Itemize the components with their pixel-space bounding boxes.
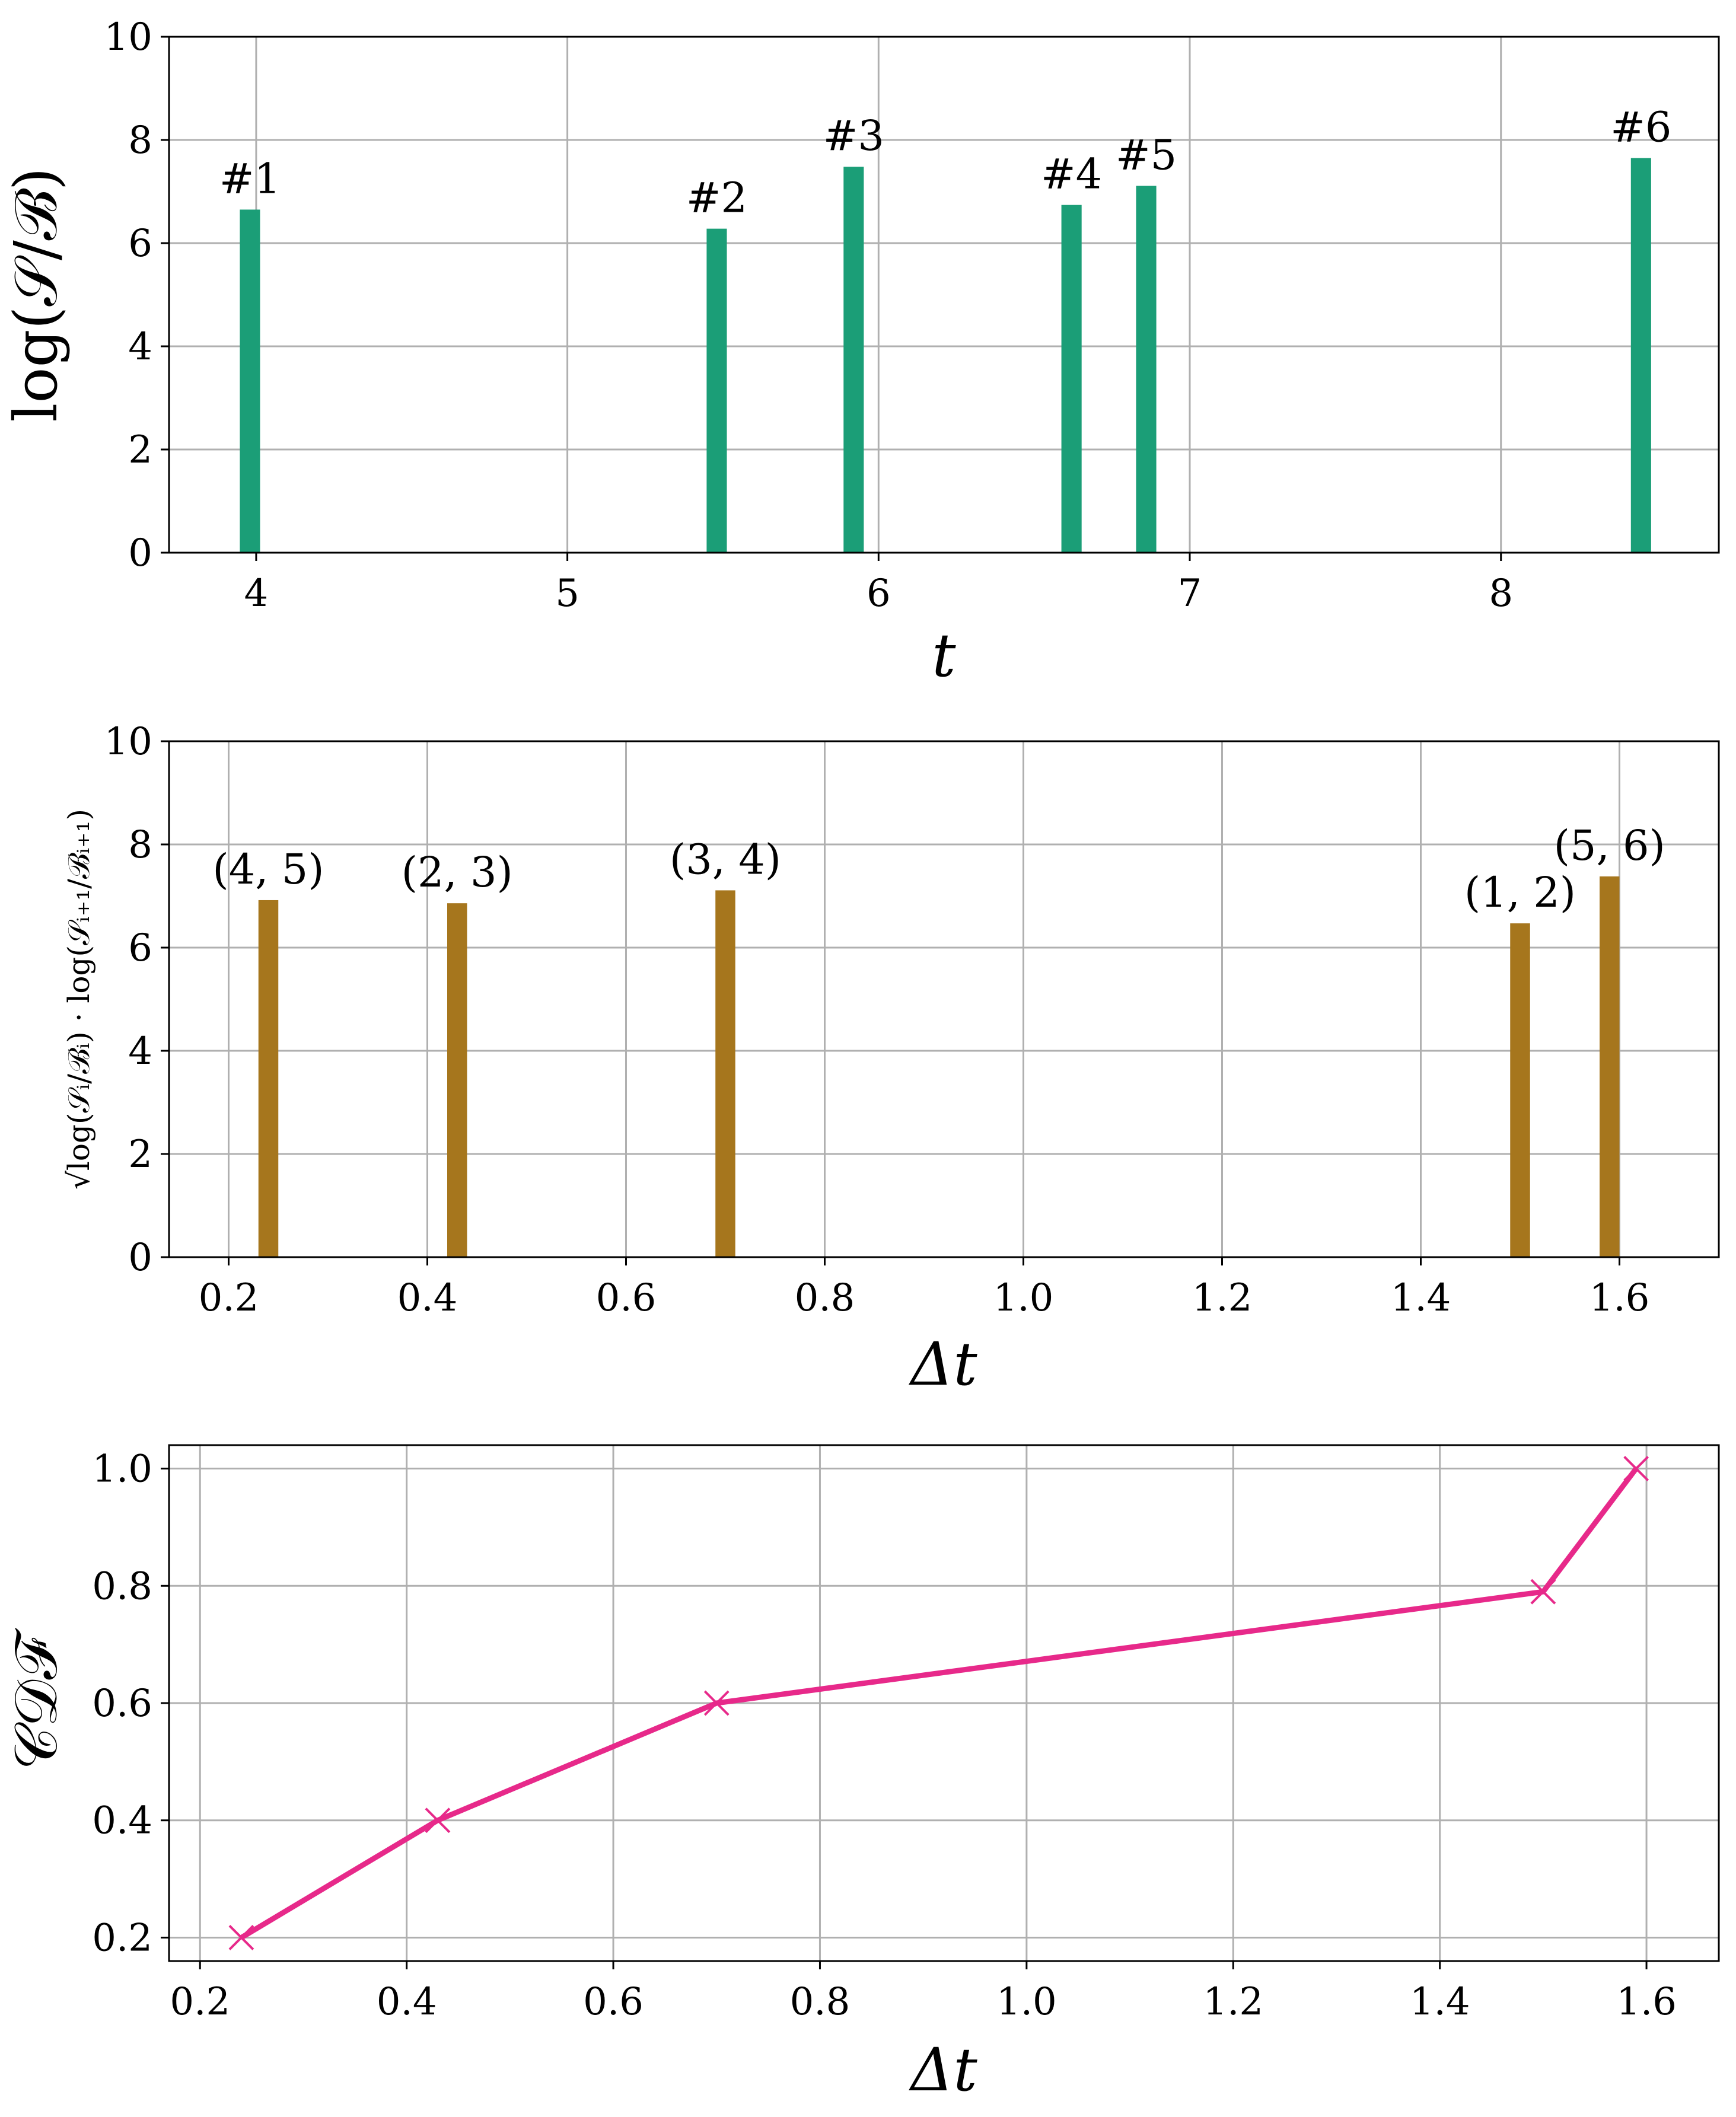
- x-tick-label: 5: [555, 572, 579, 616]
- bar-annotation: (1, 2): [1464, 868, 1576, 917]
- x-tick-label: 6: [867, 572, 891, 616]
- y-tick-label: 0.6: [92, 1682, 152, 1726]
- y-axis-label: 𝒞𝒟ℱ: [1, 1628, 71, 1771]
- bar-annotation: (2, 3): [402, 848, 513, 897]
- x-tick-label: 1.4: [1410, 1980, 1470, 2024]
- y-tick-label: 10: [104, 720, 152, 764]
- x-tick-label: 7: [1178, 572, 1202, 616]
- x-tick-label: 0.6: [583, 1980, 644, 2024]
- cdf-marker: [1530, 1579, 1556, 1605]
- y-tick-label: 4: [128, 1029, 152, 1073]
- x-tick-label: 0.4: [377, 1980, 437, 2024]
- x-axis-label: t: [932, 621, 956, 690]
- axes-frame: [168, 36, 1720, 554]
- bar: [447, 903, 467, 1257]
- bottom-chart-panel: 0.2 0.4 0.6 0.8 1.0 1.2 1.4 1.6 0.2 0.4 0.6 0.8 1.0 Δ…: [1, 1444, 1720, 2105]
- bar: [1600, 876, 1620, 1257]
- y-tick-label: 10: [104, 15, 152, 59]
- y-tick-label: 6: [128, 926, 152, 970]
- y-tick-label: 0: [128, 531, 152, 575]
- x-tick-label: 1.6: [1616, 1980, 1677, 2024]
- cdf-marker: [425, 1807, 451, 1834]
- bar: [843, 167, 864, 553]
- cdf-marker: [1623, 1456, 1649, 1481]
- x-tick-label: 1.0: [993, 1276, 1054, 1320]
- cdf-marker: [228, 1925, 254, 1950]
- bar-annotation: #4: [1041, 150, 1102, 199]
- x-tick-label: 8: [1489, 572, 1513, 616]
- y-tick-label: 4: [128, 325, 152, 369]
- y-axis-label: √log(𝒮ᵢ/ℬᵢ) · log(𝒮ᵢ₊₁/ℬᵢ₊₁): [62, 809, 96, 1190]
- y-tick-label: 0: [128, 1236, 152, 1280]
- middle-chart-panel: (4, 5) (2, 3) (3, 4) (1, 2)(5, 6) 0.2 0.4 0.6 0…: [62, 720, 1720, 1399]
- bar-annotation: #1: [219, 154, 281, 203]
- x-tick-label: 4: [244, 572, 269, 616]
- x-tick-label: 1.4: [1391, 1276, 1451, 1320]
- bar: [1061, 205, 1082, 553]
- bar-annotation: (5, 6): [1554, 821, 1665, 870]
- y-tick-label: 0.8: [92, 1564, 152, 1608]
- y-tick-label: 6: [128, 222, 152, 266]
- bar: [258, 900, 279, 1257]
- axes-frame: [168, 740, 1720, 1258]
- x-tick-label: 0.8: [795, 1276, 855, 1320]
- bar: [1630, 158, 1651, 553]
- bar-annotation: (4, 5): [212, 845, 324, 894]
- x-tick-label: 1.6: [1590, 1276, 1650, 1320]
- bar: [1510, 923, 1530, 1257]
- cdf-marker: [703, 1690, 730, 1716]
- x-tick-label: 0.2: [170, 1980, 230, 2024]
- x-tick-label: 0.2: [199, 1276, 259, 1320]
- top-chart-panel: #1 #2 #3 #4 #5 #6 4 5 6 7 8 0 2 4 6 8 10 t log(𝒮/ℬ): [1, 15, 1720, 690]
- x-tick-label: 0.4: [397, 1276, 458, 1320]
- x-tick-label: 1.2: [1192, 1276, 1253, 1320]
- x-tick-label: 0.8: [790, 1980, 851, 2024]
- bar-annotation: #5: [1116, 130, 1177, 179]
- y-axis-label: log(𝒮/ℬ): [1, 167, 71, 422]
- x-tick-label: 1.0: [996, 1980, 1057, 2024]
- y-tick-label: 8: [128, 119, 152, 162]
- y-tick-label: 0.4: [92, 1799, 152, 1843]
- y-tick-label: 8: [128, 823, 152, 867]
- bar: [706, 228, 727, 553]
- bar-annotation: (3, 4): [670, 835, 781, 884]
- bar: [240, 209, 260, 553]
- bar: [715, 890, 735, 1257]
- y-tick-label: 2: [128, 1133, 152, 1177]
- bar: [1136, 186, 1157, 553]
- x-axis-label: Δt: [908, 2035, 977, 2105]
- x-tick-label: 0.6: [596, 1276, 657, 1320]
- bar-annotation: #6: [1610, 103, 1671, 151]
- y-tick-label: 2: [128, 428, 152, 472]
- bar-annotation: #3: [823, 111, 884, 160]
- x-axis-label: Δt: [908, 1329, 977, 1399]
- bar-annotation: #2: [686, 174, 747, 222]
- y-tick-label: 0.2: [92, 1916, 152, 1960]
- y-tick-label: 1.0: [92, 1448, 152, 1491]
- x-tick-label: 1.2: [1203, 1980, 1263, 2024]
